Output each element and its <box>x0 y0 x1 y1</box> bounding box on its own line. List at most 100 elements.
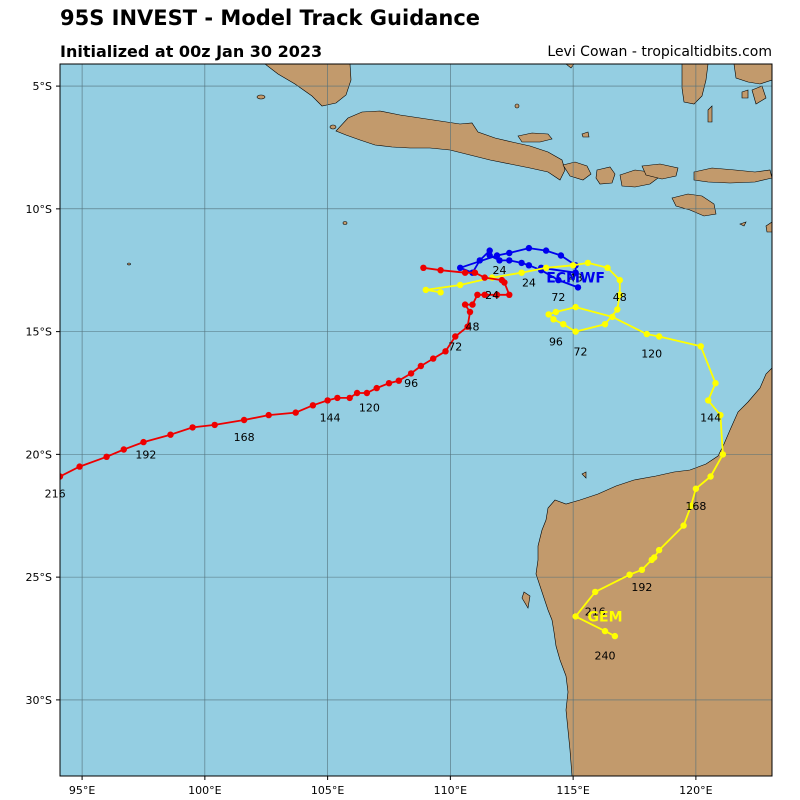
track-point <box>466 308 474 316</box>
forecast-hour-label: 48 <box>569 272 583 285</box>
lat-tick-label: 5°S <box>33 80 52 93</box>
track-point <box>655 546 663 554</box>
graticule <box>60 64 772 776</box>
land-island <box>127 262 131 266</box>
track-point <box>442 348 449 355</box>
track-point <box>552 308 560 316</box>
forecast-hour-label: 96 <box>549 335 563 348</box>
track-point <box>346 394 353 402</box>
track-point <box>572 269 579 276</box>
track-point <box>471 269 479 276</box>
track-point <box>395 377 402 384</box>
track-point <box>592 588 599 596</box>
track-point <box>385 380 393 387</box>
track-point <box>614 306 621 313</box>
track-point <box>550 316 557 323</box>
land-islands-ne <box>751 85 767 105</box>
track-point <box>712 380 719 387</box>
forecast-hour-label: 168 <box>234 431 255 444</box>
track-point <box>626 571 633 578</box>
forecast-hour-label: 48 <box>465 321 479 334</box>
track-point <box>420 264 427 271</box>
land-island <box>256 94 266 100</box>
forecast-hour-label: 96 <box>404 377 418 390</box>
land-island <box>739 221 747 227</box>
track-point <box>697 343 704 350</box>
lon-tick-label: 100°E <box>188 784 221 797</box>
track-point <box>717 411 724 419</box>
track-point <box>60 473 64 480</box>
track-point <box>655 333 663 340</box>
track-point <box>461 269 469 276</box>
track-point <box>334 394 341 402</box>
track-point <box>265 411 272 419</box>
track-point <box>373 384 380 392</box>
land-bali <box>562 161 592 181</box>
land-sulawesi <box>681 64 709 105</box>
track-point <box>705 397 712 404</box>
track-point <box>189 424 196 431</box>
track-point <box>493 291 501 298</box>
track-point <box>719 451 727 458</box>
lat-tick-label: 10°S <box>26 203 52 216</box>
axis-ticks: 95°E 100°E 105°E 110°E 115°E 120°E 5°S 10°S 15°S… <box>26 80 713 797</box>
track-point <box>525 244 533 252</box>
forecast-hour-label: 24 <box>485 289 499 302</box>
track-point <box>574 284 582 291</box>
track-point <box>525 262 533 269</box>
forecast-hour-label: 48 <box>613 291 627 304</box>
forecast-hour-label: 168 <box>685 500 706 513</box>
model-tracks <box>60 244 727 640</box>
track-gem <box>422 259 727 640</box>
forecast-hour-label: 144 <box>320 412 341 425</box>
track-point <box>430 355 437 362</box>
credit-label: Levi Cowan - tropicaltidbits.com <box>547 44 772 60</box>
lat-tick-label: 15°S <box>26 326 52 339</box>
track-point <box>501 279 508 286</box>
land-island <box>342 221 348 225</box>
forecast-hour-label: 192 <box>135 448 156 461</box>
land-timor <box>765 221 772 233</box>
land-shark-bay <box>521 591 531 609</box>
land-islands-ne <box>741 89 749 99</box>
track-point <box>167 431 174 438</box>
track-point <box>493 252 501 259</box>
lat-tick-label: 30°S <box>26 694 52 707</box>
page-title: 95S INVEST - Model Track Guidance <box>60 6 481 30</box>
track-point <box>616 276 623 284</box>
track-point <box>560 321 567 328</box>
track-point <box>469 301 476 308</box>
track-point <box>496 257 503 264</box>
track-point <box>486 252 493 259</box>
track-point <box>506 257 513 264</box>
track-point <box>707 473 714 480</box>
land-flores-east <box>693 167 772 184</box>
forecast-hour-label: 192 <box>631 581 652 594</box>
model-name-label: GEM <box>588 609 623 625</box>
track-point <box>324 397 331 404</box>
land-island <box>581 471 587 479</box>
track-point <box>604 264 611 271</box>
lat-tick-label: 25°S <box>26 571 52 584</box>
track-point <box>437 289 444 296</box>
track-point <box>457 281 464 289</box>
lon-tick-label: 110°E <box>434 784 467 797</box>
track-point <box>103 453 110 460</box>
track-point <box>557 252 565 259</box>
track-point <box>555 276 562 284</box>
land-madura <box>517 132 553 143</box>
forecast-hour-label: 72 <box>551 291 565 304</box>
forecast-hour-label: 24 <box>522 277 536 290</box>
track-point <box>545 311 552 318</box>
land-sumba <box>671 193 717 217</box>
forecast-hour-label: 72 <box>448 340 462 353</box>
lon-tick-label: 95°E <box>69 784 95 797</box>
land-island <box>581 131 590 138</box>
track-point <box>518 269 525 276</box>
forecast-hour-label: 240 <box>595 650 616 663</box>
track-point <box>572 613 579 620</box>
track-point <box>474 291 481 298</box>
track-point <box>452 333 459 340</box>
track-point <box>572 328 579 335</box>
